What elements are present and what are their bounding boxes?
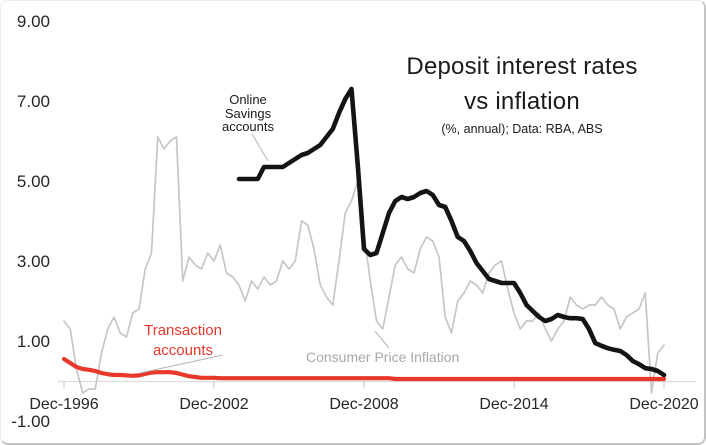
tick-label-layer: Dec-1996 Dec-2002 Dec-2008 Dec-2014 Dec-2020… [11, 12, 699, 431]
online-savings-annotation-line2: Savings [224, 105, 272, 121]
cpi-leader-line [374, 330, 390, 349]
x-tick-label-dec-2014: Dec-2014 [479, 396, 548, 413]
transaction-accounts-annotation: Transaction accounts [122, 321, 244, 361]
series-layer [61, 86, 667, 394]
cpi-annotation-label: Consumer Price Inflation [306, 349, 460, 365]
cpi-annotation: Consumer Price Inflation [306, 350, 481, 365]
y-tick-label-3-00: 3.00 [17, 252, 50, 271]
chart-title-block: Deposit interest rates vs inflation (%, … [396, 49, 648, 136]
chart-subtitle: (%, annual); Data: RBA, ABS [441, 122, 603, 136]
online-savings-annotation-line1: Online [229, 92, 267, 107]
transaction-accounts-annotation-line1: Transaction [144, 322, 222, 339]
y-tick-label-9-00: 9.00 [17, 12, 50, 31]
x-tick-label-dec-2002: Dec-2002 [179, 396, 248, 413]
transaction-accounts-annotation-line2: accounts [152, 342, 214, 359]
online-savings-annotation: Online Savings accounts [198, 93, 298, 134]
x-tick-label-dec-2008: Dec-2008 [329, 396, 398, 413]
online-savings-accounts-line [236, 86, 667, 378]
y-tick-label-5-00: 5.00 [17, 172, 50, 191]
leader-layer [139, 133, 390, 374]
y-tick-label-1-00: 1.00 [17, 332, 50, 351]
online-savings-leader-line [251, 133, 269, 162]
online-savings-annotation-line3: accounts [221, 119, 275, 134]
y-tick-label-7-00: 7.00 [17, 92, 50, 111]
y-tick-label--1-00: -1.00 [11, 412, 50, 431]
x-tick-label-dec-2020: Dec-2020 [629, 396, 698, 413]
x-tick-label-dec-1996: Dec-1996 [29, 396, 98, 413]
chart-title-line1: Deposit interest rates [406, 53, 638, 80]
transaction-accounts-leader-line [139, 354, 224, 374]
chart-title-line2: vs inflation [464, 88, 580, 115]
transaction-accounts-line [61, 356, 667, 382]
axis-layer [58, 380, 696, 389]
